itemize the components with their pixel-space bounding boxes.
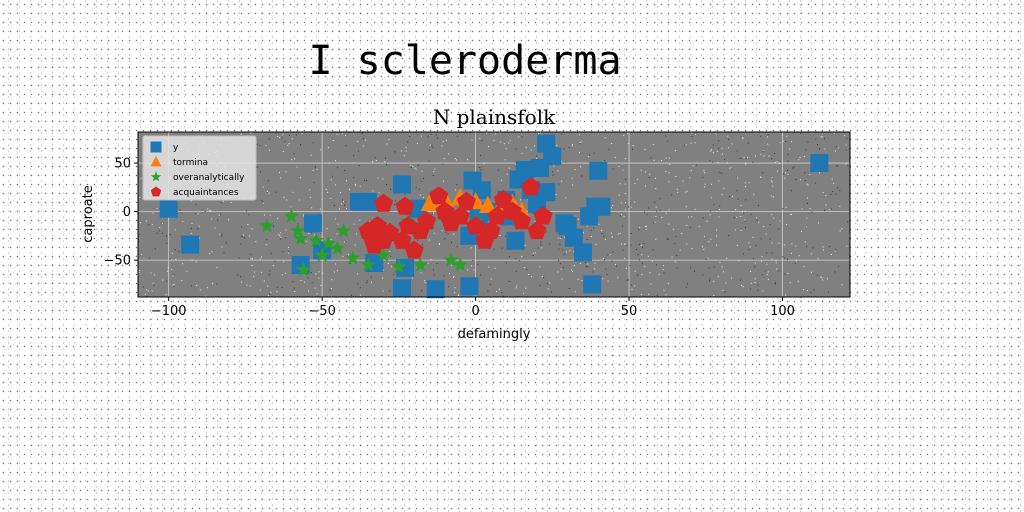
point-overanalytically [296, 261, 312, 277]
point-overanalytically [283, 208, 300, 223]
point-acquaintances [521, 177, 541, 196]
x-tick-label: 100 [770, 304, 795, 319]
point-y [426, 280, 445, 299]
point-y [159, 199, 178, 218]
point-acquaintances [466, 216, 486, 235]
point-acquaintances [512, 211, 532, 230]
legend-box [142, 135, 257, 201]
point-y [303, 214, 322, 233]
plot-frame [137, 131, 851, 298]
point-acquaintances [487, 206, 507, 225]
point-y [537, 183, 556, 202]
point-acquaintances [493, 189, 513, 208]
point-overanalytically [412, 257, 428, 272]
point-overanalytically [259, 218, 275, 233]
x-axis-label: defamingly [458, 327, 531, 342]
point-overanalytically [391, 258, 407, 274]
point-overanalytically [290, 223, 306, 238]
x-tick-label: −100 [151, 304, 187, 319]
point-acquaintances [527, 221, 547, 240]
x-tick-label: −50 [308, 304, 335, 319]
x-tick-label: 50 [621, 304, 638, 319]
legend-label: tormina [173, 158, 208, 168]
point-y [589, 161, 608, 180]
point-overanalytically [345, 250, 361, 265]
point-y [359, 192, 378, 211]
point-y [506, 231, 525, 250]
point-acquaintances [533, 206, 553, 225]
point-y [810, 154, 829, 173]
point-y [592, 197, 611, 216]
x-tick-label: 0 [471, 304, 479, 319]
point-overanalytically [360, 257, 376, 272]
point-y [564, 228, 583, 247]
y-tick-label: 0 [123, 205, 131, 220]
point-overanalytically [443, 252, 459, 267]
point-y [181, 235, 200, 254]
figure-title: I scleroderma [308, 38, 622, 84]
point-acquaintances [450, 206, 470, 225]
point-overanalytically [320, 235, 336, 251]
y-tick-label: 50 [114, 157, 131, 172]
point-y [515, 160, 534, 179]
legend-marker-overanalytically [150, 171, 162, 182]
point-overanalytically [375, 247, 392, 262]
legend-label: y [173, 143, 179, 153]
ticks-layer: −100 −50 0 50 100 −50 0 50 [104, 157, 795, 319]
point-y [392, 279, 411, 298]
point-y [543, 147, 562, 166]
point-overanalytically [314, 247, 330, 262]
point-acquaintances [395, 196, 415, 215]
legend-label: overanalytically [173, 173, 245, 183]
legend-marker-y [150, 141, 162, 153]
point-y [472, 181, 491, 200]
point-y [392, 175, 411, 194]
point-acquaintances [429, 186, 449, 205]
point-overanalytically [452, 257, 468, 272]
point-tormina [420, 193, 439, 211]
point-acquaintances [404, 240, 424, 259]
point-overanalytically [336, 223, 352, 238]
point-overanalytically [329, 240, 346, 255]
y-axis-label: caproate [81, 185, 96, 242]
legend: y tormina overanalytically acquaintances [142, 135, 257, 201]
point-tormina [478, 195, 497, 213]
point-overanalytically [308, 232, 324, 248]
point-acquaintances [392, 230, 412, 249]
point-acquaintances [481, 221, 501, 240]
point-acquaintances [374, 193, 393, 212]
point-acquaintances [456, 191, 476, 210]
point-y [460, 277, 479, 296]
point-acquaintances [417, 211, 436, 230]
point-overanalytically [293, 230, 309, 246]
legend-marker-tormina [150, 155, 162, 167]
points-layer [159, 134, 829, 299]
legend-marker-acquaintances [150, 186, 162, 197]
chart-title: N plainsfolk [433, 105, 556, 129]
legend-label: acquaintances [173, 188, 239, 198]
y-tick-label: −50 [104, 254, 131, 269]
point-y [583, 275, 602, 294]
series-acquaintances [358, 177, 553, 259]
point-y [574, 243, 592, 262]
